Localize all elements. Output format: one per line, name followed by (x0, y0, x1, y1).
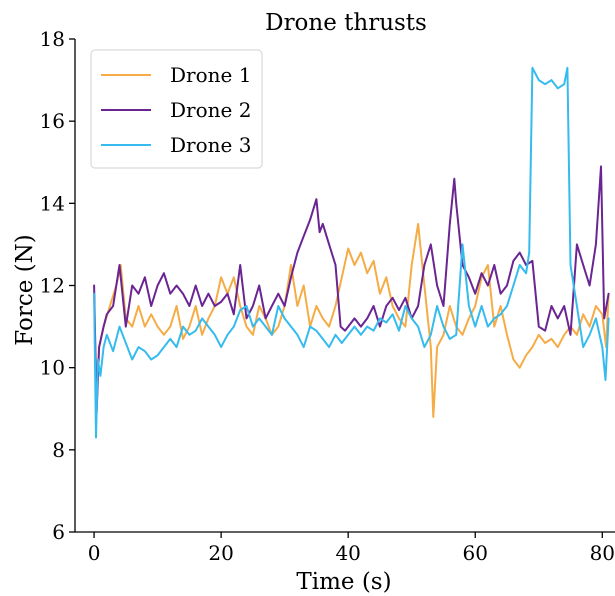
legend-box (90, 49, 263, 169)
chart-title: Drone thrusts (265, 10, 427, 36)
series-group (93, 66, 610, 439)
x-tick-label: 0 (88, 541, 101, 565)
series-line-drone-2 (93, 165, 610, 414)
y-axis-ticks: 6 8 10 12 14 16 18 (40, 27, 75, 544)
y-tick-label: 18 (40, 27, 65, 51)
y-tick-label: 14 (40, 191, 65, 215)
x-tick-label: 40 (335, 541, 360, 565)
series-line-drone-3 (93, 66, 610, 439)
legend: Drone 1 Drone 2 Drone 3 (90, 49, 263, 169)
y-tick-label: 16 (40, 109, 65, 133)
y-tick-label: 12 (40, 274, 65, 298)
y-tick-label: 10 (40, 356, 65, 380)
legend-label-drone-2: Drone 2 (170, 98, 251, 122)
series-line-drone-1 (93, 222, 610, 418)
x-tick-label: 80 (590, 541, 615, 565)
legend-label-drone-1: Drone 1 (170, 63, 251, 87)
x-axis-title: Time (s) (296, 569, 391, 595)
legend-label-drone-3: Drone 3 (170, 133, 251, 157)
x-tick-label: 60 (463, 541, 488, 565)
x-tick-label: 20 (208, 541, 233, 565)
x-axis-ticks: 0 20 40 60 80 (88, 532, 615, 565)
y-tick-label: 6 (52, 520, 65, 544)
y-axis-title: Force (N) (12, 234, 38, 345)
y-tick-label: 8 (52, 438, 65, 462)
